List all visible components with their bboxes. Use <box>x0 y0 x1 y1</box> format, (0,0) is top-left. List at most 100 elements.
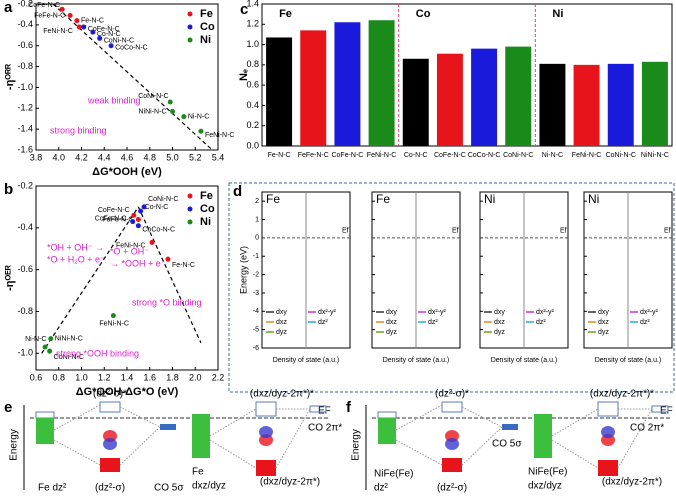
point-label: Co-N-C <box>145 204 169 211</box>
level-label: (dz²-σ) <box>437 483 467 494</box>
level-label: (dz²-σ)* <box>435 389 469 400</box>
point-label: CoNi-N-C <box>148 196 178 203</box>
data-point <box>135 216 141 222</box>
x-tick-label: Ni-N-C <box>542 152 563 159</box>
orbital-link <box>551 408 599 437</box>
x-tick-label: Co-N-C <box>404 152 428 159</box>
y-tick-label: -0.8 <box>17 306 33 316</box>
legend-marker <box>187 11 193 17</box>
legend-label: dz² <box>318 319 328 326</box>
bar <box>300 30 327 146</box>
y-tick-label: 0.4 <box>246 100 259 110</box>
level-label: Fe <box>192 467 204 478</box>
legend-label: dz² <box>640 319 650 326</box>
orbital-link <box>53 439 101 466</box>
data-point <box>141 204 147 210</box>
x-tick-label: NiNi-N-C <box>641 152 669 159</box>
level <box>160 424 176 430</box>
orbital-link <box>461 426 503 466</box>
data-point <box>149 239 155 245</box>
y-tick-label: -2 <box>253 271 259 278</box>
panel-d-frame <box>228 182 675 393</box>
point-label: CoNi-N-C <box>138 93 168 100</box>
data-point <box>130 219 136 225</box>
y-tick-label: -3 <box>253 290 259 297</box>
legend-label: dxz <box>598 319 609 326</box>
group-label: Co <box>416 8 431 20</box>
orbital-lobe <box>259 426 273 438</box>
panel-label: a <box>4 0 13 16</box>
legend-marker <box>187 219 193 225</box>
y-tick-label: 0.2 <box>246 120 259 130</box>
data-point <box>138 208 144 214</box>
point-label: CoCo-N-C <box>142 227 175 234</box>
fermi-label: Ef <box>452 228 459 235</box>
y-tick-label: -0.6 <box>17 40 33 50</box>
x-tick-label: 4.4 <box>98 152 111 162</box>
fermi-label: Ef <box>664 228 671 235</box>
x-tick-label: 4.2 <box>75 152 88 162</box>
y-tick-label: 0.8 <box>246 59 259 69</box>
legend-label: dxz <box>386 319 397 326</box>
data-point <box>42 344 48 350</box>
legend-label: dyz <box>494 329 505 336</box>
level <box>192 414 210 458</box>
y-tick-label: -0.2 <box>17 0 33 8</box>
y-axis-label: -ηᴼᴿᴿ <box>4 64 16 90</box>
legend-label: dxz <box>494 319 505 326</box>
data-point <box>135 223 141 229</box>
point-label: NiNi-N-C <box>139 108 167 115</box>
metal-label: Fe <box>266 192 280 206</box>
orbital-link <box>119 426 161 466</box>
legend-marker <box>187 193 193 199</box>
level <box>502 424 518 430</box>
orbital-lobe <box>445 438 459 450</box>
energy-axis: Energy <box>351 429 362 461</box>
legend-label: Ni <box>200 34 211 46</box>
panel-label: e <box>4 399 12 416</box>
legend-label: dz² <box>428 319 438 326</box>
level-label: CO 2π* <box>308 423 342 434</box>
data-point <box>181 114 187 120</box>
fermi-label: EF <box>318 406 331 417</box>
x-tick-label: 2.0 <box>189 372 202 382</box>
annotation: *O + OH⁻ <box>110 246 149 256</box>
x-tick-label: 1.6 <box>143 372 156 382</box>
data-point <box>170 108 175 114</box>
y-axis-label: Energy (eV) <box>238 246 248 294</box>
y-tick-label: -0.6 <box>17 264 33 274</box>
point-label: CoFe-N-C <box>95 215 127 222</box>
x-tick-label: 5.4 <box>212 152 225 162</box>
point-label: FeNi-N-C <box>116 242 146 249</box>
bar <box>471 48 498 146</box>
annotation: strong *OOH binding <box>56 348 139 358</box>
annotation: weak binding <box>87 95 141 105</box>
point-label: FeNi-N-C <box>43 28 73 35</box>
data-point <box>74 18 80 24</box>
orbital-lobe <box>103 438 117 450</box>
data-point <box>90 29 96 35</box>
legend-label: dxy <box>386 309 397 316</box>
x-tick-label: 0.6 <box>30 372 43 382</box>
x-tick-label: CoFe-N-C <box>331 152 363 159</box>
legend-label: dyz <box>276 329 287 336</box>
point-label: FeFe-N-C <box>34 12 65 19</box>
level-label: NiFe(Fe) <box>374 469 413 480</box>
bar <box>607 63 634 146</box>
point-label: FeNi-N-C <box>99 320 129 327</box>
point-label: FeNi-N-C <box>205 132 235 139</box>
x-axis-label: Density of state (a.u.) <box>273 357 340 364</box>
orbital-lobe <box>601 426 615 438</box>
y-tick-label: -4 <box>253 308 259 315</box>
orbital-link <box>275 408 311 469</box>
legend-label: Co <box>200 21 215 33</box>
x-tick-label: Fe-N-C <box>268 152 291 159</box>
y-tick-label: 0.0 <box>246 140 259 150</box>
y-tick-label: -5 <box>253 326 259 333</box>
x-axis-label: Density of state (a.u.) <box>595 357 662 364</box>
data-point <box>110 313 116 319</box>
metal-label: Ni <box>484 192 495 206</box>
point-label: CoCo-N-C <box>115 45 148 52</box>
x-tick-label: CoCo-N-C <box>468 152 501 159</box>
